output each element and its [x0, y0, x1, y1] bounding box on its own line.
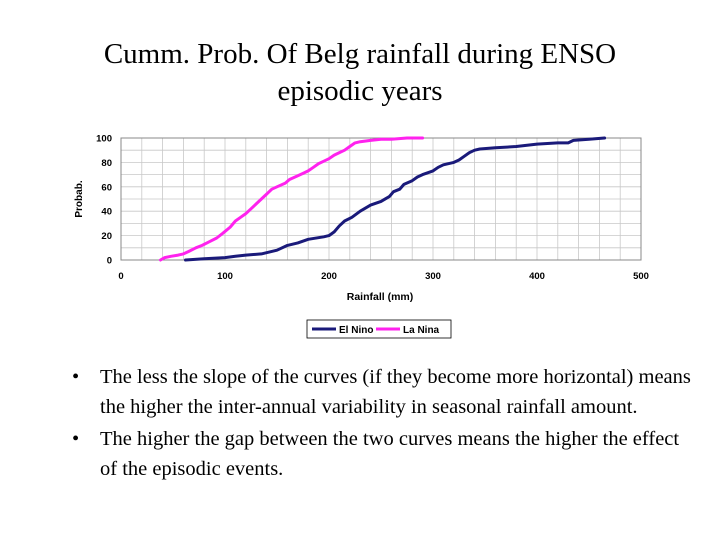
x-tick-label: 0	[118, 271, 123, 282]
y-tick-label: 40	[101, 207, 112, 218]
legend-label-la-nina: La Nina	[403, 325, 440, 336]
x-tick-label: 100	[217, 271, 233, 282]
x-tick-labels: 0 100 200 300 400 500	[118, 271, 649, 282]
y-tick-labels: 0 20 40 60 80 100	[96, 134, 112, 267]
y-tick-label: 60	[101, 182, 112, 193]
x-axis-label: Rainfall (mm)	[347, 291, 414, 303]
bullet-item: • The less the slope of the curves (if t…	[72, 362, 692, 422]
x-tick-label: 300	[425, 271, 441, 282]
bullet-dot-icon: •	[72, 366, 80, 388]
x-tick-label: 500	[633, 271, 649, 282]
legend: El Nino La Nina	[306, 319, 452, 339]
y-tick-label: 100	[96, 134, 112, 145]
series-line-el-nino	[184, 136, 607, 262]
x-tick-label: 400	[529, 271, 545, 282]
bullet-text: The less the slope of the curves (if the…	[100, 366, 691, 418]
legend-label-el-nino: El Nino	[339, 325, 373, 336]
slide-title-line-2: episodic years	[277, 75, 443, 107]
y-tick-label: 0	[107, 256, 112, 267]
bullet-dot-icon: •	[72, 428, 80, 450]
series-lines	[159, 136, 607, 262]
cumulative-probability-chart: 0 20 40 60 80 100 0 100 200 300 400 500 Probab. Ra…	[74, 134, 649, 339]
y-tick-label: 80	[101, 158, 112, 169]
bullet-item: • The higher the gap between the two cur…	[72, 424, 692, 484]
bullet-text: The higher the gap between the two curve…	[100, 428, 680, 480]
series-line-la-nina	[159, 136, 425, 262]
x-tick-label: 200	[321, 271, 337, 282]
y-axis-label: Probab.	[74, 180, 85, 217]
y-gridlines	[121, 149, 641, 249]
y-tick-label: 20	[101, 231, 112, 242]
slide-title: Cumm. Prob. Of Belg rainfall during ENSO…	[40, 36, 680, 110]
slide-title-line-1: Cumm. Prob. Of Belg rainfall during ENSO	[103, 38, 617, 70]
bullet-list: • The less the slope of the curves (if t…	[72, 362, 692, 486]
